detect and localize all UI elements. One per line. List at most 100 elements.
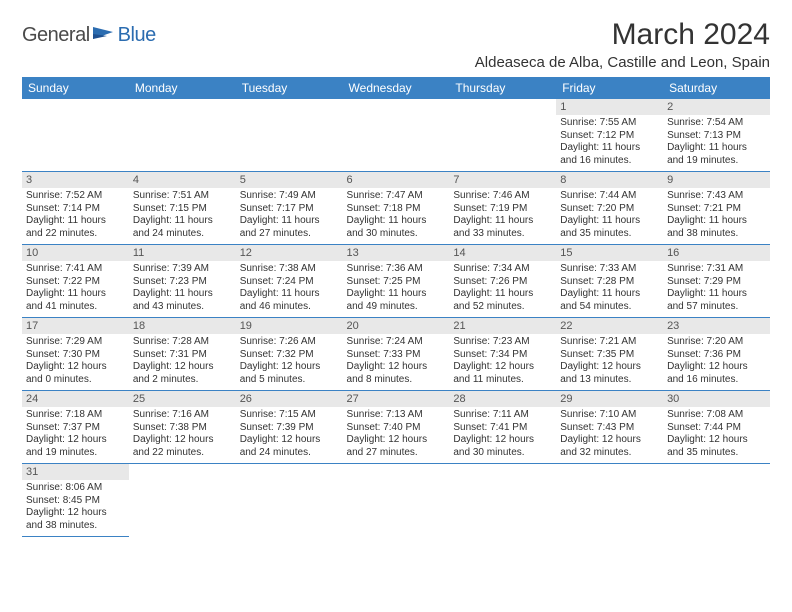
calendar-week-row: 1Sunrise: 7:55 AMSunset: 7:12 PMDaylight…: [22, 99, 770, 172]
daylight-text-2: and 8 minutes.: [347, 374, 446, 387]
sunrise-text: Sunrise: 7:44 AM: [560, 190, 659, 203]
calendar-day-cell: [556, 464, 663, 537]
sunrise-text: Sunrise: 7:10 AM: [560, 409, 659, 422]
sunset-text: Sunset: 7:24 PM: [240, 276, 339, 289]
sunset-text: Sunset: 7:44 PM: [667, 422, 766, 435]
day-details: Sunrise: 7:24 AMSunset: 7:33 PMDaylight:…: [343, 334, 450, 390]
day-details: Sunrise: 7:44 AMSunset: 7:20 PMDaylight:…: [556, 188, 663, 244]
calendar-day-cell: 20Sunrise: 7:24 AMSunset: 7:33 PMDayligh…: [343, 318, 450, 391]
sunrise-text: Sunrise: 7:24 AM: [347, 336, 446, 349]
sunset-text: Sunset: 7:31 PM: [133, 349, 232, 362]
calendar-day-cell: 24Sunrise: 7:18 AMSunset: 7:37 PMDayligh…: [22, 391, 129, 464]
sunrise-text: Sunrise: 7:39 AM: [133, 263, 232, 276]
day-details: Sunrise: 7:18 AMSunset: 7:37 PMDaylight:…: [22, 407, 129, 463]
calendar-day-cell: [343, 464, 450, 537]
sunrise-text: Sunrise: 7:54 AM: [667, 117, 766, 130]
daylight-text-1: Daylight: 12 hours: [453, 434, 552, 447]
sunrise-text: Sunrise: 7:33 AM: [560, 263, 659, 276]
sunset-text: Sunset: 7:18 PM: [347, 203, 446, 216]
weekday-header: Tuesday: [236, 77, 343, 99]
calendar-header-row: SundayMondayTuesdayWednesdayThursdayFrid…: [22, 77, 770, 99]
daylight-text-2: and 0 minutes.: [26, 374, 125, 387]
day-number: 20: [343, 318, 450, 334]
sunset-text: Sunset: 7:30 PM: [26, 349, 125, 362]
day-details: Sunrise: 7:54 AMSunset: 7:13 PMDaylight:…: [663, 115, 770, 171]
daylight-text-2: and 41 minutes.: [26, 301, 125, 314]
daylight-text-2: and 27 minutes.: [347, 447, 446, 460]
day-details: Sunrise: 7:47 AMSunset: 7:18 PMDaylight:…: [343, 188, 450, 244]
sunset-text: Sunset: 7:25 PM: [347, 276, 446, 289]
weekday-header: Wednesday: [343, 77, 450, 99]
day-details: Sunrise: 7:21 AMSunset: 7:35 PMDaylight:…: [556, 334, 663, 390]
daylight-text-1: Daylight: 11 hours: [240, 288, 339, 301]
calendar-day-cell: 22Sunrise: 7:21 AMSunset: 7:35 PMDayligh…: [556, 318, 663, 391]
day-number: 13: [343, 245, 450, 261]
sunrise-text: Sunrise: 7:15 AM: [240, 409, 339, 422]
sunrise-text: Sunrise: 8:06 AM: [26, 482, 125, 495]
day-number: 4: [129, 172, 236, 188]
daylight-text-2: and 38 minutes.: [667, 228, 766, 241]
calendar-day-cell: 7Sunrise: 7:46 AMSunset: 7:19 PMDaylight…: [449, 172, 556, 245]
title-block: March 2024 Aldeaseca de Alba, Castille a…: [475, 18, 770, 71]
logo-text-blue: Blue: [118, 24, 156, 47]
sunrise-text: Sunrise: 7:13 AM: [347, 409, 446, 422]
calendar-day-cell: 3Sunrise: 7:52 AMSunset: 7:14 PMDaylight…: [22, 172, 129, 245]
sunrise-text: Sunrise: 7:49 AM: [240, 190, 339, 203]
day-details: Sunrise: 7:36 AMSunset: 7:25 PMDaylight:…: [343, 261, 450, 317]
calendar-day-cell: 2Sunrise: 7:54 AMSunset: 7:13 PMDaylight…: [663, 99, 770, 172]
daylight-text-2: and 38 minutes.: [26, 520, 125, 533]
sunset-text: Sunset: 7:15 PM: [133, 203, 232, 216]
sunset-text: Sunset: 7:36 PM: [667, 349, 766, 362]
location-text: Aldeaseca de Alba, Castille and Leon, Sp…: [475, 54, 770, 71]
calendar-day-cell: 16Sunrise: 7:31 AMSunset: 7:29 PMDayligh…: [663, 245, 770, 318]
daylight-text-2: and 35 minutes.: [667, 447, 766, 460]
daylight-text-1: Daylight: 12 hours: [453, 361, 552, 374]
calendar-day-cell: 6Sunrise: 7:47 AMSunset: 7:18 PMDaylight…: [343, 172, 450, 245]
sunset-text: Sunset: 7:17 PM: [240, 203, 339, 216]
sunrise-text: Sunrise: 7:20 AM: [667, 336, 766, 349]
sunset-text: Sunset: 7:32 PM: [240, 349, 339, 362]
day-number: 9: [663, 172, 770, 188]
sunset-text: Sunset: 7:39 PM: [240, 422, 339, 435]
sunrise-text: Sunrise: 7:21 AM: [560, 336, 659, 349]
day-details: Sunrise: 7:31 AMSunset: 7:29 PMDaylight:…: [663, 261, 770, 317]
calendar-day-cell: [129, 99, 236, 172]
day-number: 17: [22, 318, 129, 334]
weekday-header: Saturday: [663, 77, 770, 99]
day-number: 8: [556, 172, 663, 188]
calendar-day-cell: 12Sunrise: 7:38 AMSunset: 7:24 PMDayligh…: [236, 245, 343, 318]
sunset-text: Sunset: 7:41 PM: [453, 422, 552, 435]
day-details: Sunrise: 7:49 AMSunset: 7:17 PMDaylight:…: [236, 188, 343, 244]
daylight-text-1: Daylight: 11 hours: [560, 142, 659, 155]
sunset-text: Sunset: 7:21 PM: [667, 203, 766, 216]
day-details: Sunrise: 8:06 AMSunset: 8:45 PMDaylight:…: [22, 480, 129, 536]
sunset-text: Sunset: 8:45 PM: [26, 495, 125, 508]
daylight-text-2: and 5 minutes.: [240, 374, 339, 387]
logo-flag-icon: [93, 25, 115, 46]
calendar-day-cell: 8Sunrise: 7:44 AMSunset: 7:20 PMDaylight…: [556, 172, 663, 245]
day-number: 30: [663, 391, 770, 407]
day-number: 19: [236, 318, 343, 334]
day-details: Sunrise: 7:10 AMSunset: 7:43 PMDaylight:…: [556, 407, 663, 463]
sunset-text: Sunset: 7:38 PM: [133, 422, 232, 435]
daylight-text-1: Daylight: 12 hours: [667, 434, 766, 447]
daylight-text-1: Daylight: 12 hours: [347, 361, 446, 374]
calendar-day-cell: 9Sunrise: 7:43 AMSunset: 7:21 PMDaylight…: [663, 172, 770, 245]
day-number: 10: [22, 245, 129, 261]
day-number: 24: [22, 391, 129, 407]
calendar-day-cell: 10Sunrise: 7:41 AMSunset: 7:22 PMDayligh…: [22, 245, 129, 318]
day-details: Sunrise: 7:33 AMSunset: 7:28 PMDaylight:…: [556, 261, 663, 317]
daylight-text-2: and 54 minutes.: [560, 301, 659, 314]
day-number: 14: [449, 245, 556, 261]
sunrise-text: Sunrise: 7:28 AM: [133, 336, 232, 349]
calendar-week-row: 31Sunrise: 8:06 AMSunset: 8:45 PMDayligh…: [22, 464, 770, 537]
calendar-day-cell: 17Sunrise: 7:29 AMSunset: 7:30 PMDayligh…: [22, 318, 129, 391]
day-number: 7: [449, 172, 556, 188]
weekday-header: Monday: [129, 77, 236, 99]
sunset-text: Sunset: 7:19 PM: [453, 203, 552, 216]
day-details: Sunrise: 7:43 AMSunset: 7:21 PMDaylight:…: [663, 188, 770, 244]
sunrise-text: Sunrise: 7:46 AM: [453, 190, 552, 203]
calendar-day-cell: 15Sunrise: 7:33 AMSunset: 7:28 PMDayligh…: [556, 245, 663, 318]
daylight-text-1: Daylight: 12 hours: [560, 434, 659, 447]
calendar-day-cell: 14Sunrise: 7:34 AMSunset: 7:26 PMDayligh…: [449, 245, 556, 318]
